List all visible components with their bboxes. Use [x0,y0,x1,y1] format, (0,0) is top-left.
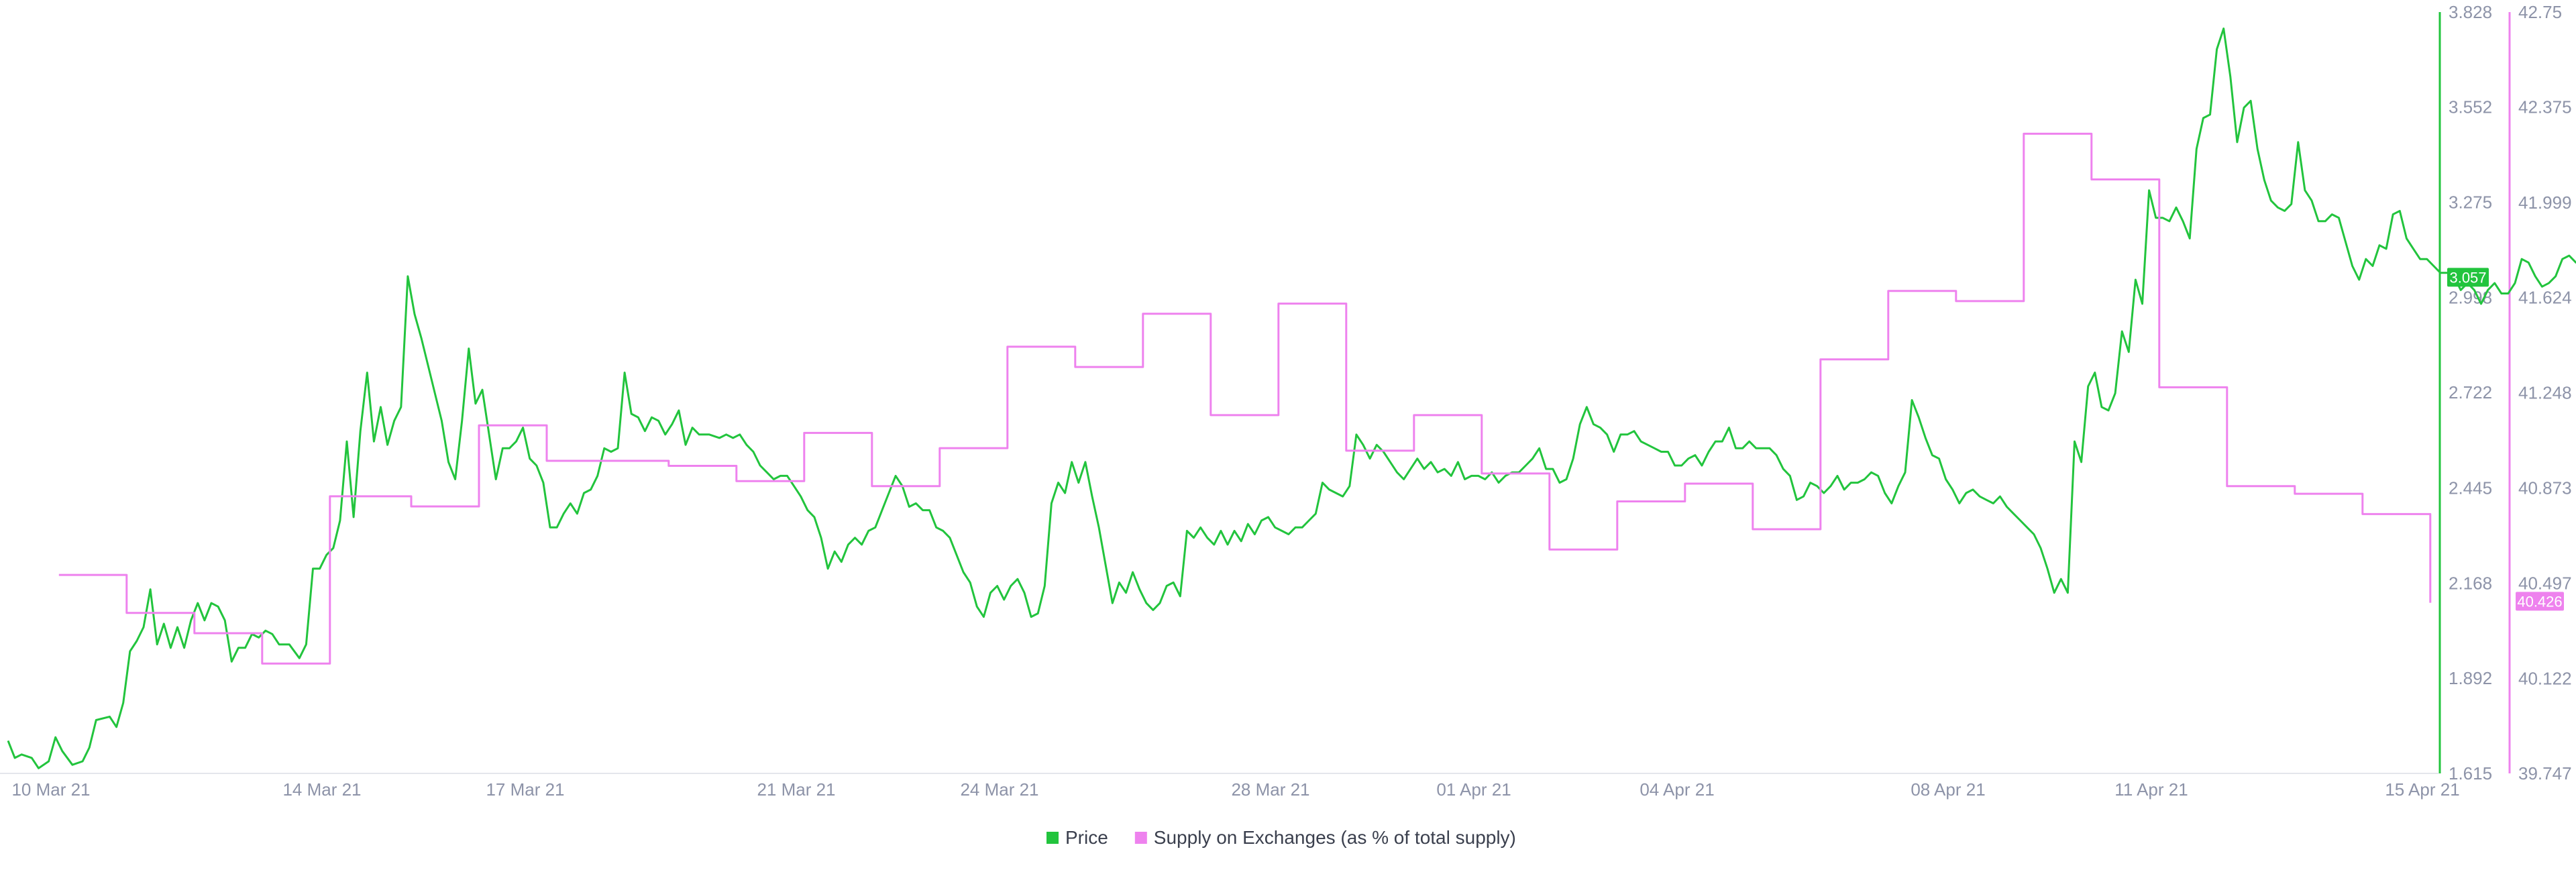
right-tick-label: 41.999 [2518,193,2572,213]
x-tick-label: 15 Apr 21 [2385,779,2459,800]
left-tick-label: 2.445 [2449,478,2492,498]
right-tick-label: 40.122 [2518,668,2572,688]
supply-current-value: 40.426 [2517,593,2562,610]
current-value-badges: 3.057 40.426 [2447,268,2564,611]
x-tick-label: 08 Apr 21 [1911,779,1985,800]
left-tick-label: 3.552 [2449,97,2492,117]
legend-label-supply: Supply on Exchanges (as % of total suppl… [1154,827,1516,848]
x-tick-label: 04 Apr 21 [1640,779,1714,800]
x-tick-label: 01 Apr 21 [1436,779,1511,800]
right-tick-label: 41.624 [2518,288,2572,308]
left-tick-label: 3.275 [2449,193,2492,213]
legend-swatch-price [1046,832,1059,844]
left-tick-label: 2.168 [2449,573,2492,593]
left-tick-label: 1.892 [2449,668,2492,688]
right-tick-label: 40.497 [2518,574,2572,594]
series-layer [7,28,2576,769]
right-tick-label: 39.747 [2518,763,2572,783]
right-tick-label: 42.375 [2518,97,2572,117]
legend: Price Supply on Exchanges (as % of total … [1046,827,1516,848]
x-tick-label: 24 Mar 21 [960,779,1038,800]
x-tick-label: 14 Mar 21 [282,779,361,800]
x-axis-labels: 10 Mar 21 14 Mar 21 17 Mar 21 21 Mar 21 24 M… [11,779,2459,800]
left-tick-label: 2.998 [2449,288,2492,308]
right-axis-ticks: 39.747 40.122 40.497 40.873 41.248 41.624 41.9… [2518,2,2572,783]
price-current-badge [2447,268,2489,287]
x-tick-label: 21 Mar 21 [757,779,835,800]
left-axis-ticks: 1.615 1.892 2.168 2.445 2.722 2.998 3.275 3.552… [2449,2,2492,783]
left-tick-label: 2.722 [2449,382,2492,402]
left-tick-label: 1.615 [2449,763,2492,783]
x-tick-label: 10 Mar 21 [11,779,90,800]
x-tick-label: 17 Mar 21 [486,779,564,800]
legend-label-price: Price [1065,827,1108,848]
right-tick-label: 40.873 [2518,478,2572,498]
supply-current-badge [2516,592,2564,611]
x-tick-label: 28 Mar 21 [1231,779,1309,800]
x-tick-label: 11 Apr 21 [2114,779,2188,800]
left-tick-label: 3.828 [2449,2,2492,22]
price-series-line [7,28,2576,769]
price-current-value: 3.057 [2449,269,2486,286]
legend-swatch-supply [1134,832,1147,844]
right-tick-label: 41.248 [2518,383,2572,403]
right-tick-label: 42.75 [2518,2,2562,22]
supply-series-line [58,132,2432,665]
